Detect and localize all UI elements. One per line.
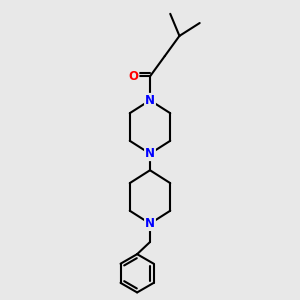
- Text: N: N: [145, 217, 155, 230]
- Text: N: N: [145, 94, 155, 107]
- Text: O: O: [128, 70, 138, 83]
- Text: N: N: [145, 147, 155, 160]
